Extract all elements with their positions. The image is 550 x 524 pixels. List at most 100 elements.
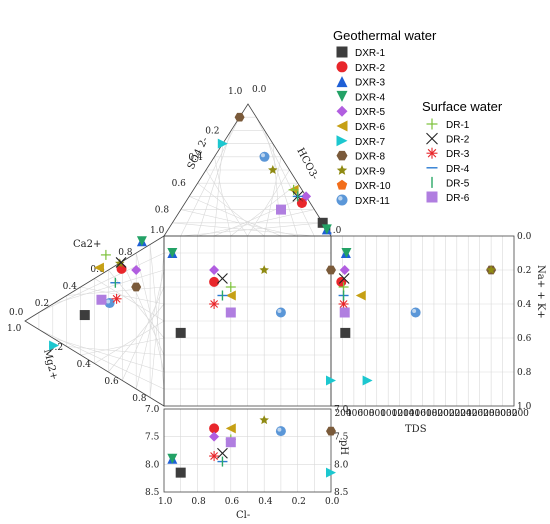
grid-line [66,346,165,356]
tick-label: 1600 [415,409,438,419]
grid-line [272,143,282,237]
legend-marker-dxr-2-shape [336,61,348,73]
legend-marker-dxr-7-shape [336,135,348,147]
legend-marker-dxr-1 [336,46,348,58]
tick-label: 0.2 [517,266,531,276]
tick-label: 1200 [392,409,415,419]
point-dxr-6-square-shape [225,290,236,301]
tick-label: 0.6 [225,497,240,507]
point-dxr-2-cation-shape [116,263,127,274]
tick-label: 0.8 [155,206,170,216]
point-dxr-1-cation-shape [79,310,90,321]
tick-label: 0.4 [77,360,92,370]
point-dxr-9-square [259,265,269,275]
point-dxr-4-square [167,248,178,258]
point-dxr-11-tds-highlight [412,309,417,313]
grid-line [256,117,315,237]
point-dr-6-cation-shape [96,294,107,305]
point-dxr-4-tds [341,248,352,258]
point-dxr-5-cation-shape [131,265,142,275]
tick-label: 8.5 [145,488,160,498]
point-layer [49,112,497,478]
tick-label: 0.6 [104,377,119,387]
point-dr-2-ph [217,447,228,459]
point-dxr-1-square-shape [175,327,186,338]
legend-marker-dxr-1-shape [336,46,348,58]
point-dr-6-tds [339,307,350,318]
grid-line [247,169,290,237]
tick-label: 1.0 [228,87,243,97]
tick-label: 1000 [380,409,403,419]
legend-marker-dxr-7 [336,135,348,147]
point-dr-1-anion [288,184,299,195]
point-dxr-5-anion-shape [301,191,312,202]
legend-label-dxr-10: DXR-10 [355,181,391,192]
frame-layer [24,103,515,493]
point-dxr-6-ph [225,423,236,434]
point-dxr-8-ph-shape [326,426,336,436]
point-dxr-11-cation-highlight [106,299,111,304]
point-dxr-11-anion-shape [259,151,270,162]
legend-marker-dxr-6 [336,120,348,132]
tick-label: 1.0 [517,402,532,412]
tick-label: 0.0 [517,232,532,242]
point-dxr-1-anion-shape [317,217,328,228]
legend-marker-dxr-3 [336,76,348,88]
legend-title-surface: Surface water [422,99,503,114]
legend-label-dxr-6: DXR-6 [355,122,385,133]
tick-label: 3200 [506,409,529,419]
legend-marker-dxr-11-shape [336,194,348,206]
point-dxr-11-tds [410,307,421,318]
point-dxr-4-tds-shape [341,248,352,258]
point-dxr-8-cation-shape [131,282,142,292]
legend-label-dxr-7: DXR-7 [355,137,385,148]
tick-label: 0.2 [49,343,63,353]
point-dr-6-cation [96,294,107,305]
tick-label: 2200 [449,409,472,419]
point-dr-2-cation [115,257,127,268]
tick-label: 7.5 [334,433,349,443]
point-dxr-4-cation-shape [136,236,147,247]
legend-label-dxr-8: DXR-8 [355,152,385,163]
grid-line [149,244,165,390]
legend-marker-dxr-6-shape [336,120,348,132]
tick-label: 0.2 [205,126,219,136]
point-dr-1-tds [338,282,349,292]
legend-label-dr-1: DR-1 [446,120,470,131]
point-dxr-9-tds-shape [486,265,496,275]
point-dxr-1-square [175,327,186,338]
point-dxr-11-square-shape [275,307,286,318]
legend-label-dxr-9: DXR-9 [355,166,385,177]
tick-label: 0.0 [325,497,340,507]
point-dxr-4-cation [136,236,147,247]
grid-line [94,320,165,364]
point-dxr-8-cation [131,282,142,292]
point-dxr-9-ph [259,415,269,425]
nak-axis-label: Na+ + K+ [535,265,546,319]
legend-marker-dr-6 [426,191,438,203]
point-dxr-5-tds [339,265,350,275]
point-dxr-11-cation [104,298,115,309]
tick-label: 2000 [437,409,460,419]
tick-label: 0.2 [35,299,49,309]
hco3-label: HCO3- [294,146,320,181]
point-dxr-9-ph-shape [259,415,269,425]
legend-marker-dr-3-stroke [427,148,437,158]
grid-line [180,209,298,237]
point-dxr-11-square-highlight [277,309,282,313]
legend-marker-dxr-3-shape [336,76,348,88]
legend-label-dxr-5: DXR-5 [355,107,385,118]
point-dxr-11-ph [275,426,286,437]
point-dr-3-ph [209,451,220,462]
grid-layer [38,116,514,492]
tick-label: 0.6 [517,334,532,344]
point-dxr-5-tds-shape [339,265,350,275]
point-dxr-5-square-shape [209,265,220,275]
point-dxr-11-anion [259,151,270,162]
point-dr-1-cation [100,249,111,260]
grid-line [189,196,282,237]
tick-label: 0.8 [191,497,206,507]
point-dxr-7-tds [362,375,373,386]
legend-label-dr-3: DR-3 [446,149,470,160]
legend-marker-dr-2 [426,132,438,145]
